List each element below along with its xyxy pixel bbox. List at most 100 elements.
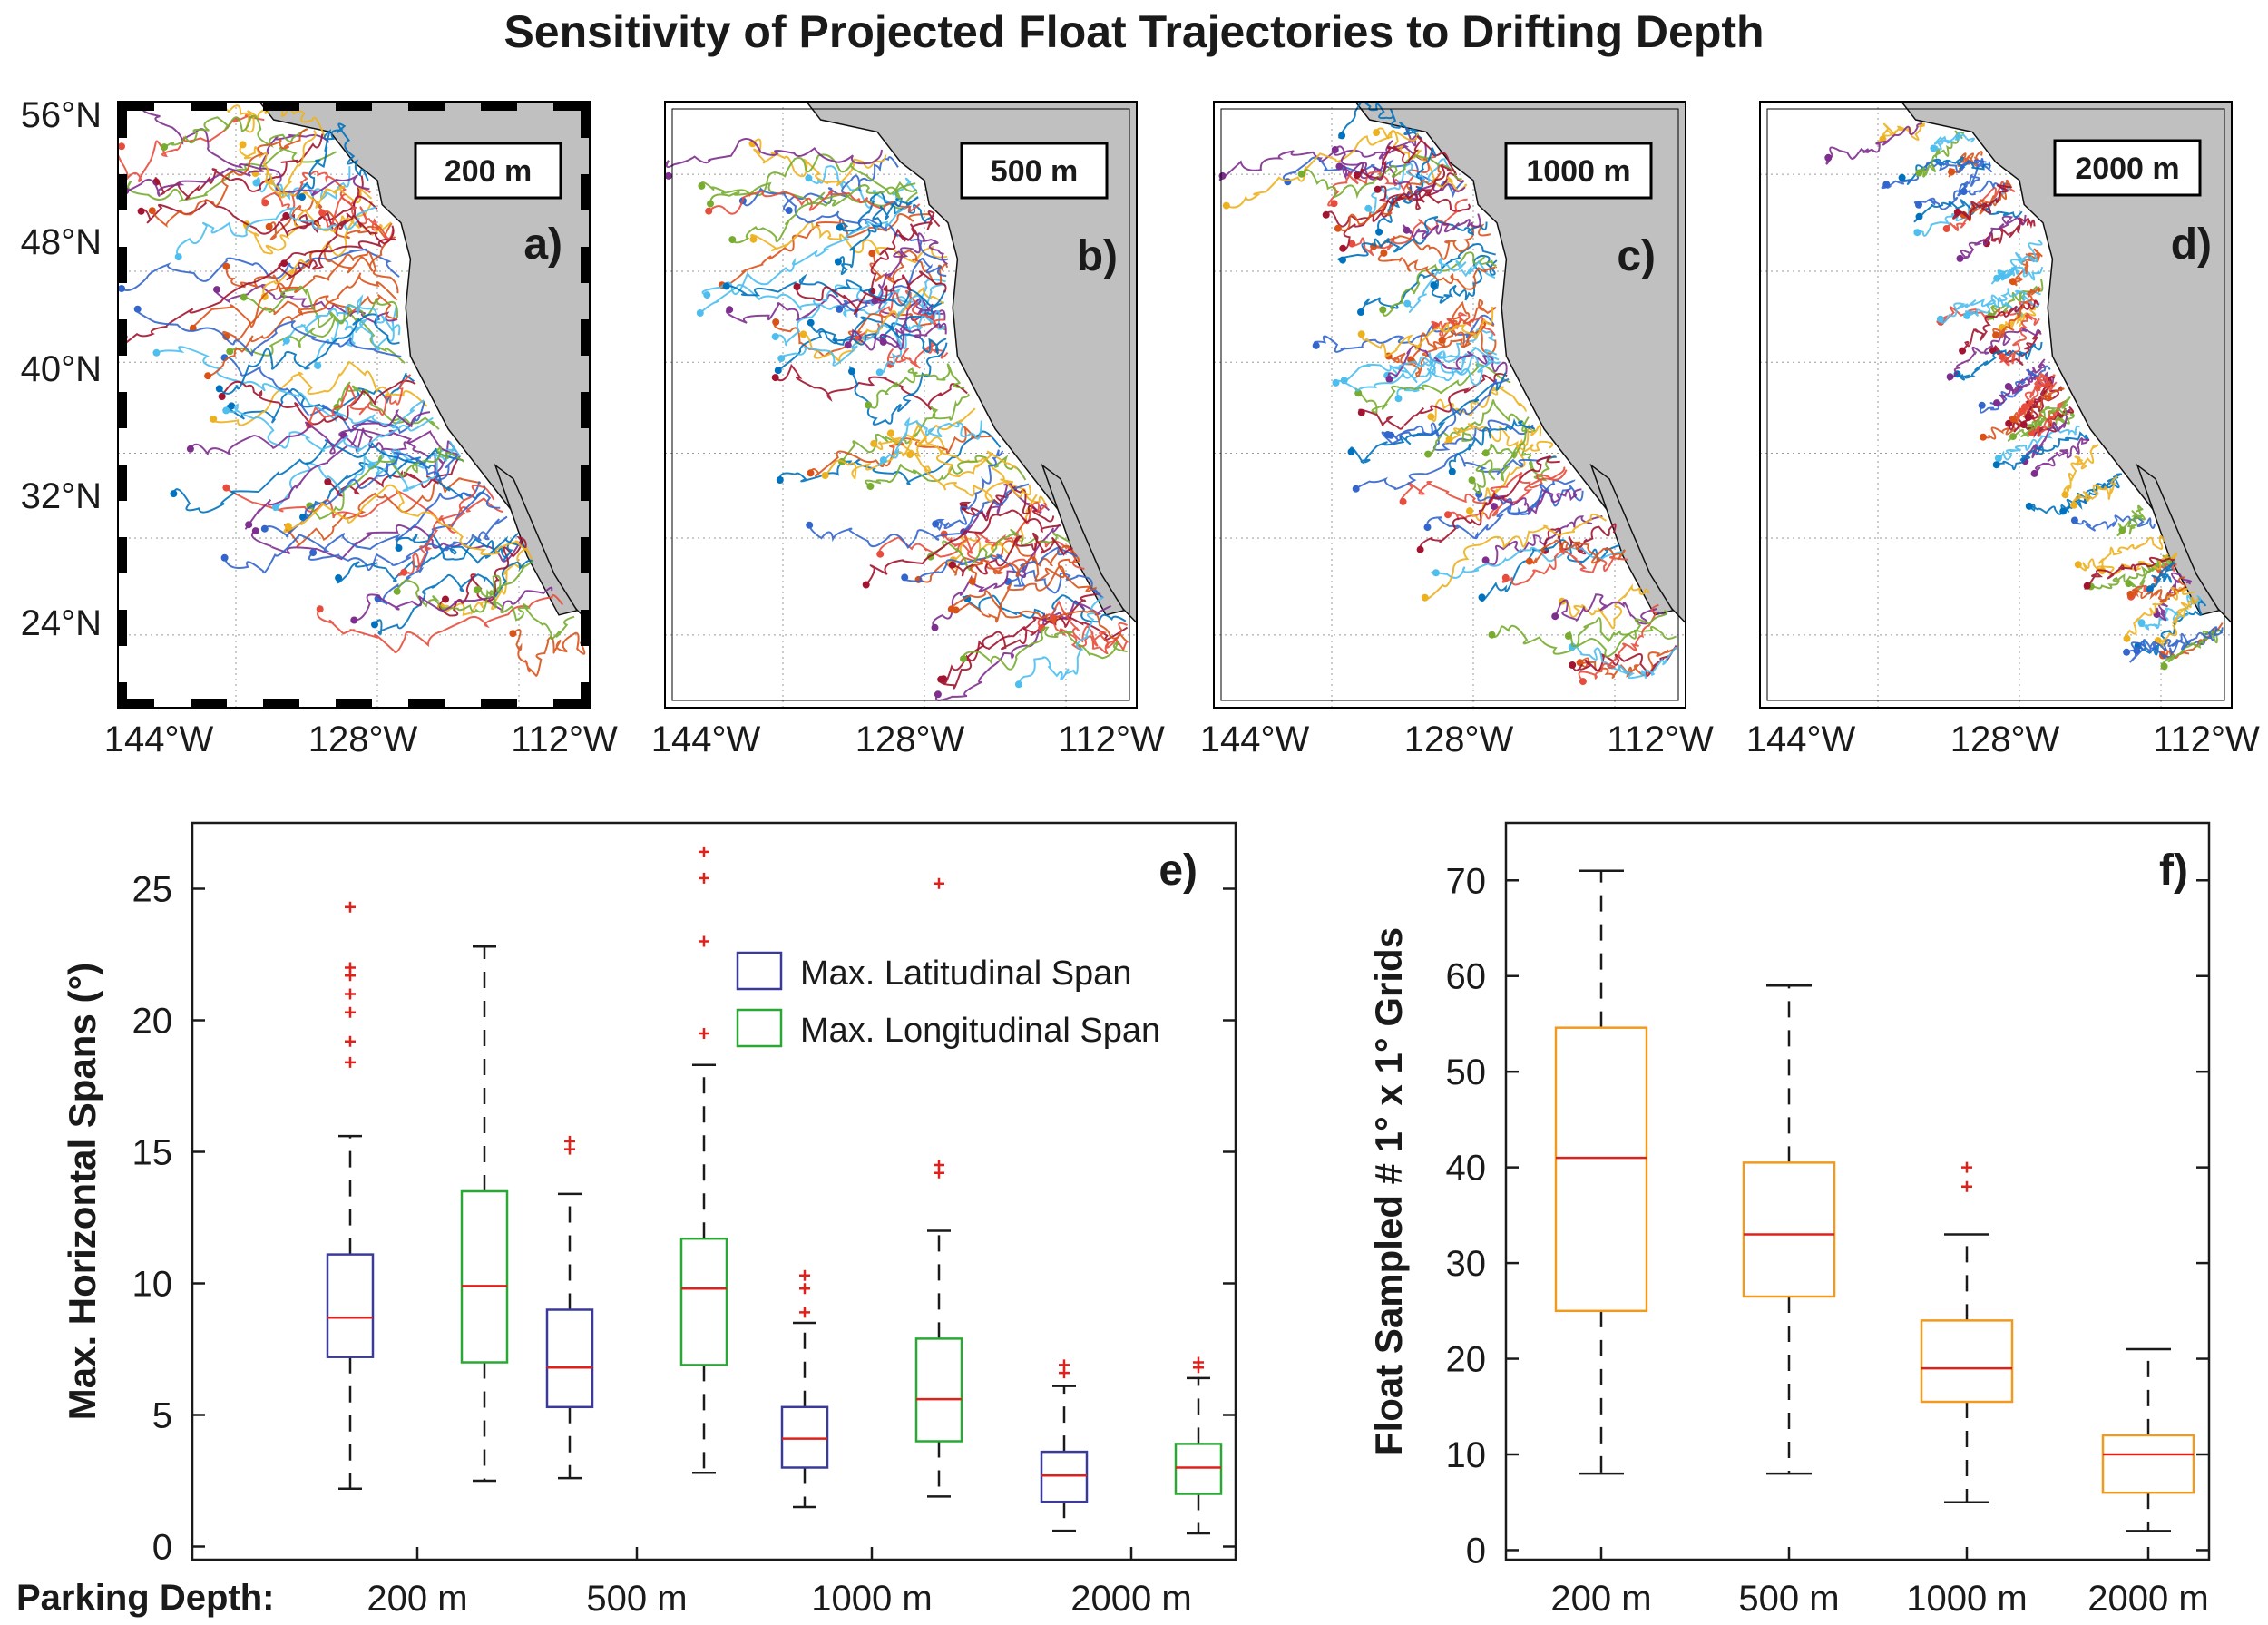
outlier-marker xyxy=(345,901,356,913)
lon-tick: 112°W xyxy=(1607,720,1714,759)
trajectory xyxy=(1388,320,1495,378)
trajectory-endpoint xyxy=(968,577,976,585)
trajectory-endpoint xyxy=(1445,436,1453,444)
trajectory-endpoint xyxy=(2153,611,2161,619)
trajectory xyxy=(837,196,919,276)
trajectory xyxy=(118,238,396,349)
lon-tick: 112°W xyxy=(2153,720,2260,759)
trajectory xyxy=(2030,399,2067,437)
trajectory-endpoint xyxy=(1222,201,1230,210)
trajectory xyxy=(856,289,945,340)
trajectory xyxy=(1354,363,1511,414)
trajectory xyxy=(1448,417,1536,473)
trajectory-endpoint xyxy=(1424,450,1432,458)
trajectory-endpoint xyxy=(174,253,182,261)
trajectory-endpoint xyxy=(1394,395,1403,403)
trajectory-endpoint xyxy=(931,623,939,631)
depth-box-b xyxy=(960,142,1109,200)
trajectory-endpoint xyxy=(1383,431,1392,438)
box-max-longitudinal-span-2 xyxy=(914,877,963,1498)
trajectory-endpoint xyxy=(226,348,234,356)
lon-tick: 128°W xyxy=(308,720,418,759)
trajectory-endpoint xyxy=(1430,281,1438,289)
trajectory xyxy=(1932,132,1975,151)
trajectory xyxy=(773,312,946,358)
map-frame xyxy=(1759,101,2233,709)
trajectory xyxy=(1300,154,1462,200)
y-tick-label: 70 xyxy=(1446,861,1487,901)
trajectory-endpoint xyxy=(170,490,178,498)
trajectory-endpoint xyxy=(2009,278,2017,286)
trajectory-endpoint xyxy=(844,341,852,349)
trajectory xyxy=(354,586,553,622)
box-iqr xyxy=(1742,1161,1836,1298)
trajectory-endpoint xyxy=(222,333,230,341)
trajectory-endpoint xyxy=(937,675,945,683)
trajectory-endpoint xyxy=(133,305,142,313)
trajectory-endpoint xyxy=(1421,593,1429,602)
x-tick-label: 2000 m xyxy=(2087,1579,2208,1619)
longitude-axis-b: 144°W 128°W 112°W xyxy=(651,720,1165,759)
trajectory-endpoint xyxy=(805,174,813,182)
trajectory-endpoint xyxy=(772,318,780,326)
trajectory xyxy=(222,236,396,341)
trajectories xyxy=(1824,122,2224,671)
trajectory xyxy=(2130,626,2224,651)
trajectory-endpoint xyxy=(1352,485,1360,493)
trajectory-endpoint xyxy=(887,429,894,437)
box-iqr xyxy=(780,1405,829,1469)
trajectory-endpoint xyxy=(726,306,734,314)
trajectory-endpoint xyxy=(1481,449,1490,457)
trajectory xyxy=(1358,372,1508,430)
trajectory-endpoint xyxy=(395,544,403,552)
trajectory xyxy=(903,545,1078,582)
trajectory xyxy=(873,434,1018,478)
lon-tick: 144°W xyxy=(651,720,761,759)
trajectory-endpoint xyxy=(284,523,292,530)
trajectory xyxy=(869,250,949,286)
trajectory xyxy=(865,509,1061,586)
trajectory-endpoint xyxy=(400,568,408,576)
box-iqr xyxy=(1920,1319,2014,1404)
trajectory-endpoint xyxy=(2137,619,2146,627)
trajectory-endpoint xyxy=(215,385,223,393)
map-annotations: 200 m a) 500 m b) 1000 m c) 2000 m d) xyxy=(414,139,2212,280)
trajectory-endpoint xyxy=(1466,507,1473,515)
depth-box-c xyxy=(1504,142,1653,200)
trajectory xyxy=(308,491,501,572)
box-iqr xyxy=(679,1237,728,1366)
trajectory xyxy=(750,221,948,264)
trajectory xyxy=(1881,159,1987,190)
legend-swatch-latitudinal xyxy=(736,951,783,991)
trajectory-endpoint xyxy=(722,282,730,290)
depth-label-b: 500 m xyxy=(991,154,1078,189)
x-tick-label: 1000 m xyxy=(1906,1579,2027,1619)
trajectory xyxy=(1427,399,1537,455)
trajectory xyxy=(846,322,947,351)
box-sampled-grids-3 xyxy=(2101,1347,2195,1532)
trajectory-endpoint xyxy=(213,286,220,294)
trajectory xyxy=(1353,453,1557,491)
x-tick-label: 1000 m xyxy=(811,1579,932,1619)
trajectory-endpoint xyxy=(1312,341,1320,349)
trajectory-endpoint xyxy=(298,193,306,201)
trajectory xyxy=(1377,252,1498,290)
trajectory-endpoint xyxy=(309,549,318,557)
trajectory xyxy=(2125,586,2195,640)
trajectory xyxy=(823,407,976,481)
trajectory-endpoint xyxy=(1915,169,1923,177)
trajectory-endpoint xyxy=(1551,612,1559,621)
trajectory-endpoint xyxy=(1993,399,2000,407)
trajectory-endpoint xyxy=(260,292,269,300)
trajectory xyxy=(278,215,395,281)
chart-e-ylabel: Max. Horizontal Spans (°) xyxy=(61,963,103,1421)
trajectory xyxy=(1543,523,1617,555)
trajectory-endpoint xyxy=(222,406,230,415)
trajectory-endpoint xyxy=(1332,378,1340,387)
trajectory xyxy=(124,167,370,198)
trajectory xyxy=(1561,583,1650,630)
trajectory-endpoint xyxy=(1375,228,1383,236)
trajectory-endpoint xyxy=(1353,171,1361,180)
trajectory xyxy=(317,594,564,653)
trajectory xyxy=(2024,408,2071,462)
